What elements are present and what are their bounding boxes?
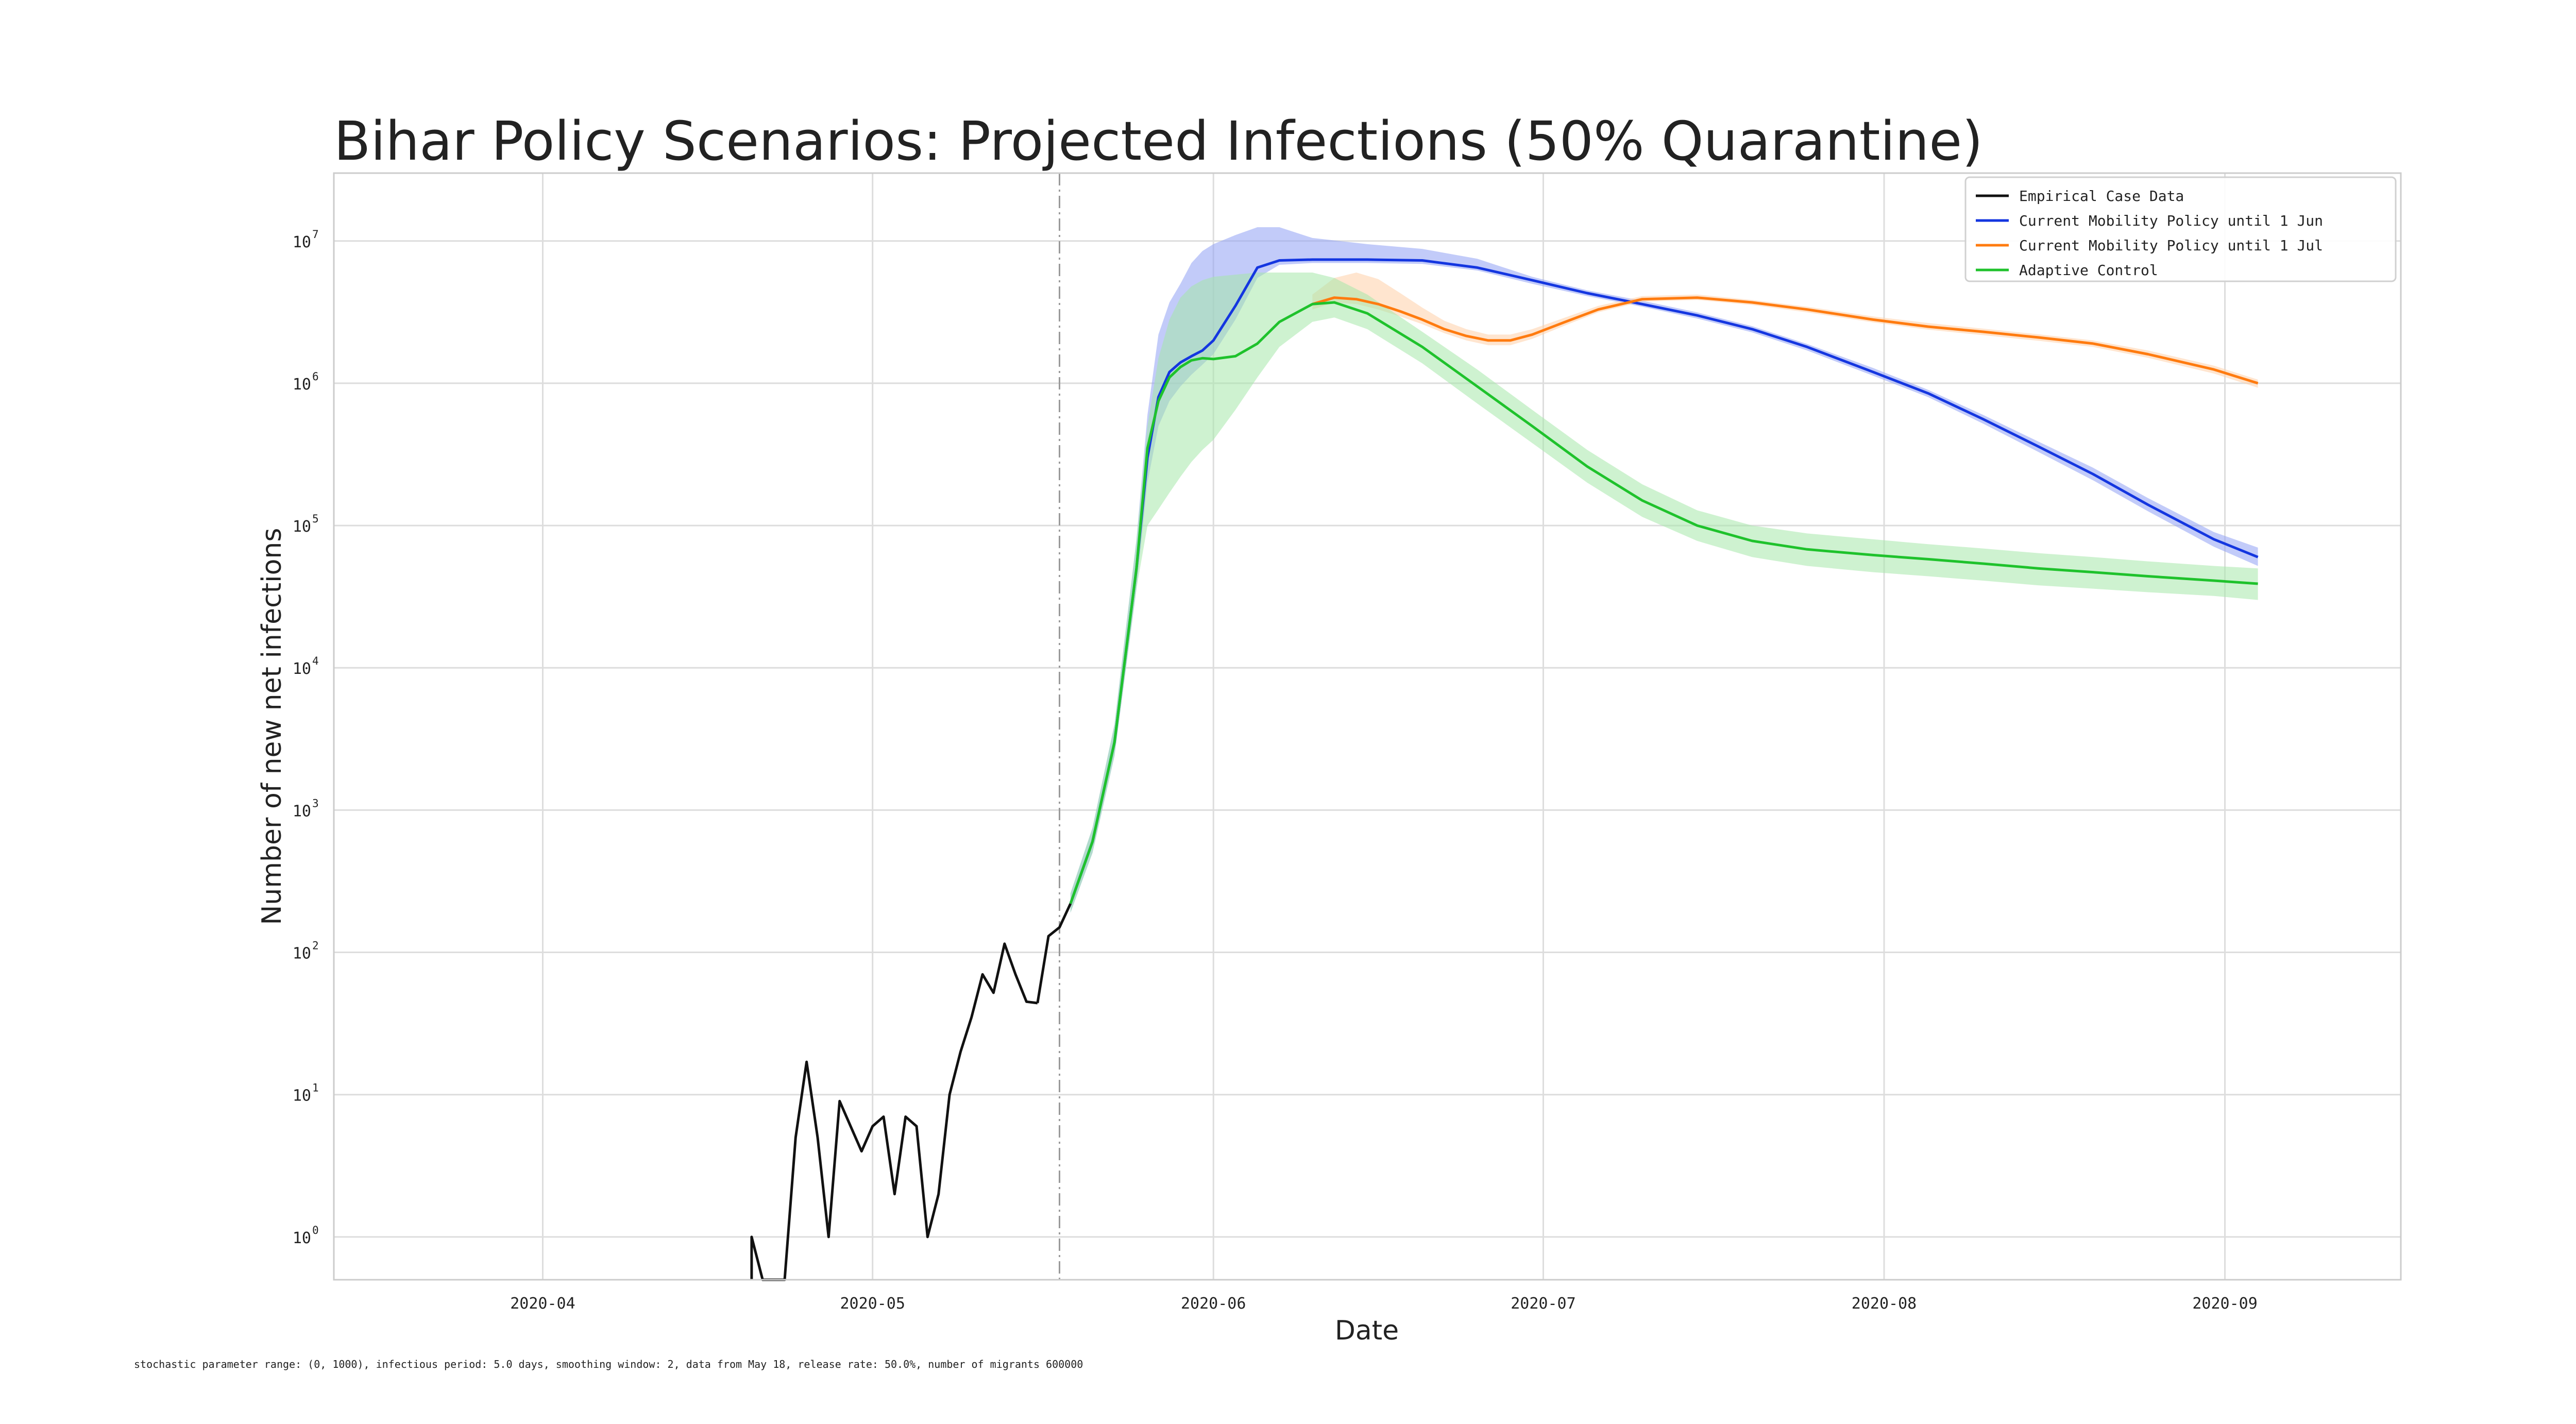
x-tick-label: 2020-09 [2192,1295,2257,1313]
series-line-0 [750,942,1038,1281]
y-tick-base: 10 [293,660,311,678]
x-axis-label: Date [1335,1315,1399,1346]
y-tick-base: 10 [293,945,311,963]
y-tick-exponent: 1 [312,1082,319,1094]
legend-entry: Current Mobility Policy until 1 Jun [2019,212,2323,229]
y-tick-exponent: 7 [312,228,319,241]
y-tick-base: 10 [293,518,311,536]
legend-entry: Adaptive Control [2019,262,2158,279]
x-tick-labels: 2020-04 2020-05 2020-06 2020-07 2020-08 2020-… [510,1295,2258,1313]
y-tick-exponent: 2 [312,940,319,952]
y-tick-base: 10 [293,1229,311,1247]
series-line-3 [1069,301,2258,904]
legend-entry: Current Mobility Policy until 1 Jul [2019,237,2323,254]
y-tick-label: 10 1 [293,1082,319,1105]
y-tick-base: 10 [293,802,311,820]
y-tick-exponent: 6 [312,370,319,383]
x-tick-label: 2020-06 [1181,1295,1246,1313]
y-tick-label: 10 7 [293,228,319,251]
footnote: stochastic parameter range: (0, 1000), i… [134,1358,1083,1370]
series-lines [750,258,2259,1281]
x-tick-label: 2020-07 [1511,1295,1575,1313]
series-line-tail-0 [1036,903,1072,1004]
y-tick-label: 10 0 [293,1224,319,1247]
confidence-bands [1070,227,2258,913]
y-axis-label: Number of new net infections [257,528,287,925]
y-tick-label: 10 6 [293,370,319,394]
y-tick-exponent: 3 [312,797,319,809]
confidence-band-3 [1070,273,2258,913]
x-tick-label: 2020-08 [1852,1295,1917,1313]
y-tick-exponent: 0 [312,1224,319,1236]
series-line-1 [1069,258,2259,904]
y-tick-label: 10 5 [293,513,319,536]
grid [334,173,2401,1280]
y-tick-base: 10 [293,233,311,251]
chart-title: Bihar Policy Scenarios: Projected Infect… [334,110,1983,173]
y-tick-exponent: 5 [312,513,319,525]
legend-entry: Empirical Case Data [2019,188,2184,205]
series-line-2 [1312,296,2259,385]
y-tick-label: 10 2 [293,940,319,963]
x-tick-label: 2020-04 [510,1295,575,1313]
legend: Empirical Case Data Current Mobility Poli… [1964,176,2397,282]
y-tick-exponent: 4 [312,655,319,667]
y-tick-label: 10 4 [293,655,319,678]
plot-frame [333,172,2402,1281]
y-tick-base: 10 [293,376,311,394]
x-tick-label: 2020-05 [840,1295,905,1313]
legend-box [1964,176,2397,282]
y-tick-base: 10 [293,1087,311,1105]
y-tick-label: 10 3 [293,797,319,820]
